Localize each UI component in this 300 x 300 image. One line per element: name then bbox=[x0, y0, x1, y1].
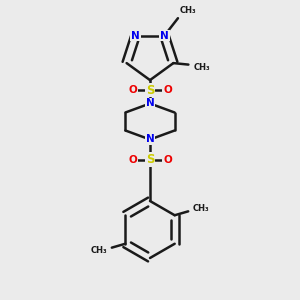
Text: CH₃: CH₃ bbox=[179, 6, 196, 15]
Text: CH₃: CH₃ bbox=[194, 63, 210, 72]
Text: N: N bbox=[146, 134, 154, 145]
Text: S: S bbox=[146, 153, 154, 166]
Text: O: O bbox=[163, 154, 172, 165]
Text: S: S bbox=[146, 83, 154, 97]
Text: N: N bbox=[131, 31, 140, 40]
Text: O: O bbox=[163, 85, 172, 95]
Text: O: O bbox=[128, 154, 137, 165]
Text: N: N bbox=[160, 31, 169, 40]
Text: O: O bbox=[128, 85, 137, 95]
Text: CH₃: CH₃ bbox=[91, 246, 107, 255]
Text: N: N bbox=[146, 98, 154, 109]
Text: CH₃: CH₃ bbox=[193, 204, 209, 213]
